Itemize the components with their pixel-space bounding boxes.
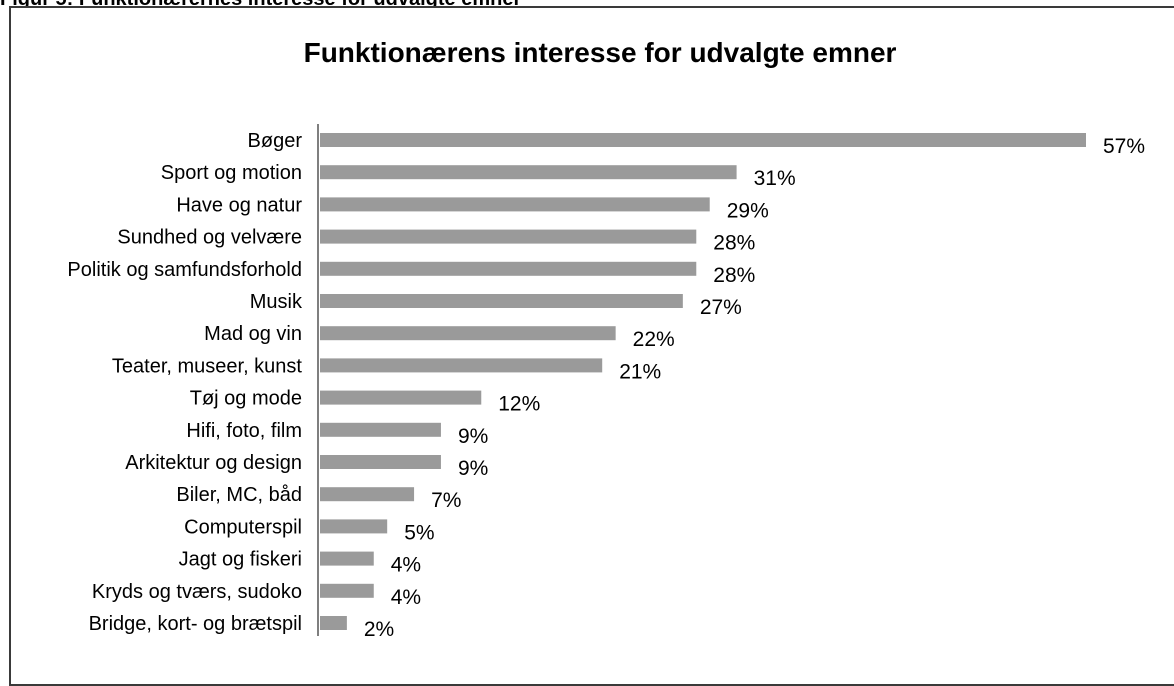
bar: [320, 261, 697, 276]
bar: [320, 133, 1086, 147]
category-label: Teater, museer, kunst: [112, 355, 303, 377]
category-label: Kryds og tværs, sudoko: [92, 581, 302, 603]
bar: [320, 519, 388, 534]
bar: [320, 326, 616, 341]
category-label: Tøj og mode: [190, 388, 302, 410]
bar: [320, 197, 710, 212]
category-label: Biler, MC, båd: [176, 484, 302, 506]
bar: [320, 487, 415, 502]
bar: [320, 229, 697, 244]
figure-caption: Figur 5: Funktionærernes interesse for u…: [0, 0, 521, 11]
value-label: 9%: [458, 425, 488, 448]
bar: [320, 294, 683, 308]
category-label: Arkitektur og design: [125, 452, 302, 474]
bar: [320, 422, 441, 437]
bars-group: Bøger 57% Sport og motion 31% Have og natur 2…: [67, 130, 1145, 641]
bar: [320, 616, 347, 630]
value-label: 28%: [713, 232, 755, 255]
bar: [320, 165, 737, 180]
category-label: Computerspil: [184, 516, 302, 538]
chart-title: Funktionærens interesse for udvalgte emn…: [304, 37, 897, 68]
category-label: Bøger: [248, 130, 303, 152]
bar: [320, 455, 441, 469]
category-label: Musik: [250, 291, 303, 313]
category-label: Have og natur: [176, 194, 302, 216]
category-label: Politik og samfundsforhold: [67, 259, 302, 281]
chart-frame: [9, 6, 1174, 686]
bar: [320, 358, 603, 373]
value-label: 12%: [498, 393, 540, 416]
category-label: Mad og vin: [204, 323, 302, 345]
value-label: 9%: [458, 457, 488, 480]
value-label: 22%: [633, 328, 675, 351]
bar: [320, 390, 482, 405]
value-label: 4%: [391, 586, 421, 609]
value-label: 4%: [391, 554, 421, 577]
value-label: 5%: [404, 521, 434, 544]
category-label: Sundhed og velvære: [117, 227, 302, 249]
bar: [320, 551, 374, 566]
category-label: Sport og motion: [161, 162, 302, 184]
bar-chart: Funktionærens interesse for udvalgte emn…: [67, 37, 1145, 641]
value-label: 31%: [754, 167, 796, 190]
value-label: 2%: [364, 618, 394, 641]
value-label: 7%: [431, 489, 461, 512]
value-label: 27%: [700, 296, 742, 319]
value-label: 28%: [713, 264, 755, 287]
bar: [320, 583, 374, 598]
category-label: Jagt og fiskeri: [179, 549, 302, 571]
category-label: Hifi, foto, film: [186, 420, 302, 442]
category-label: Bridge, kort- og brætspil: [89, 613, 302, 635]
value-label: 57%: [1103, 135, 1145, 158]
value-label: 29%: [727, 199, 769, 222]
value-label: 21%: [619, 360, 661, 383]
